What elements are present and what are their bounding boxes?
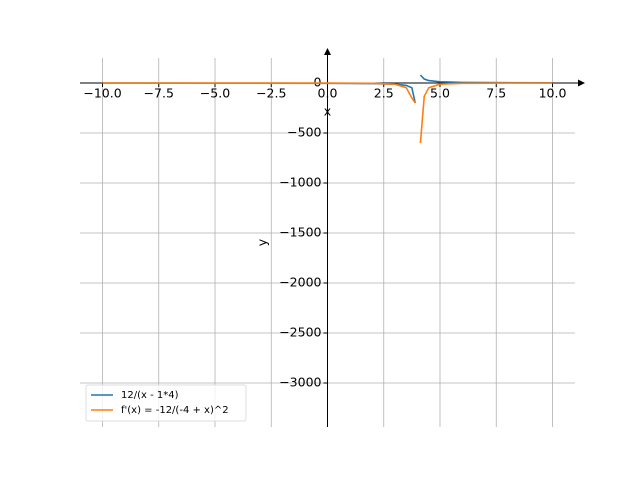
x-arrow [578,79,585,87]
y-arrow [324,48,331,55]
y-tick-label: −3000 [279,375,321,390]
legend-label: 12/(x - 1*4) [121,390,179,401]
x-axis-label: x [324,104,331,119]
x-tick-label: 7.5 [486,86,506,101]
y-tick-label: −2500 [279,325,321,340]
legend-label: f'(x) = -12/(-4 + x)^2 [121,405,229,416]
y-tick-label: −1500 [279,225,321,240]
y-axis-label: y [255,238,270,246]
x-tick-label: −2.5 [256,86,286,101]
y-tick-label: 0 [314,75,322,90]
x-tick-label: −7.5 [144,86,174,101]
y-tick-label: −500 [287,125,321,140]
x-tick-label: 2.5 [374,86,394,101]
y-tick-label: −2000 [279,275,321,290]
x-tick-label: 5.0 [430,86,450,101]
x-tick-label: −10.0 [83,86,121,101]
legend-box [85,384,247,422]
series-line [102,82,553,144]
x-tick-label: 10.0 [539,86,567,101]
x-tick-label: 0.0 [318,86,338,101]
x-tick-label: −5.0 [200,86,230,101]
y-tick-label: −1000 [279,175,321,190]
